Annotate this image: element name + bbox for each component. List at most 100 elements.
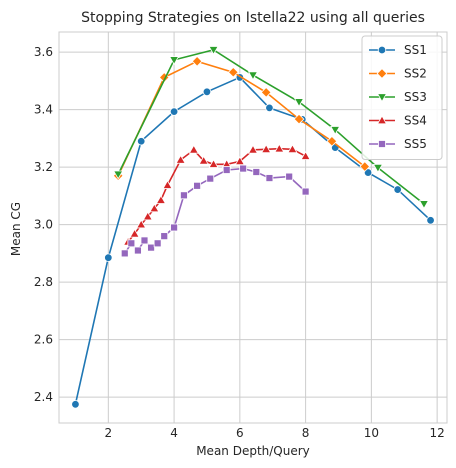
data-point — [426, 216, 435, 225]
data-point — [247, 144, 259, 154]
data-point — [274, 143, 285, 153]
data-point — [137, 137, 146, 146]
data-point — [261, 144, 272, 154]
data-point — [285, 172, 294, 181]
series-ss4 — [122, 143, 311, 246]
data-point — [239, 164, 248, 173]
data-point — [170, 223, 178, 232]
legend-item: SS3 — [369, 90, 427, 104]
y-tick-label: 2.8 — [34, 275, 53, 289]
data-point — [113, 170, 124, 180]
y-tick-label: 2.6 — [34, 333, 53, 347]
legend-item: SS2 — [369, 67, 427, 81]
data-point — [180, 191, 188, 200]
data-point — [330, 126, 341, 135]
data-point — [363, 168, 373, 177]
data-point — [153, 239, 162, 248]
y-tick-label: 3.2 — [34, 160, 53, 174]
series-ss5 — [120, 164, 310, 258]
legend-item: SS5 — [369, 137, 427, 151]
x-tick-label: 4 — [170, 426, 178, 440]
legend-label: SS1 — [404, 43, 427, 57]
data-point — [169, 107, 179, 116]
data-point — [120, 249, 129, 258]
x-tick-label: 12 — [429, 426, 444, 440]
x-tick-label: 8 — [302, 426, 310, 440]
data-point — [147, 243, 155, 252]
data-point — [265, 174, 274, 182]
data-point — [188, 144, 199, 154]
y-axis-title: Mean CG — [9, 202, 23, 256]
x-tick-label: 10 — [364, 426, 379, 440]
y-tick-label: 2.4 — [34, 390, 53, 404]
data-point — [191, 55, 203, 67]
data-point — [136, 219, 147, 229]
legend-marker — [376, 68, 388, 79]
data-point — [162, 180, 173, 189]
x-axis-ticks: 2 4 6 8 10 12 — [105, 426, 445, 440]
plot-frame — [58, 31, 448, 424]
legend-marker — [376, 93, 388, 103]
legend-box — [361, 35, 443, 160]
data-point — [175, 154, 186, 164]
y-axis-ticks: 2.4 2.6 2.8 3.0 3.2 3.4 3.6 — [34, 45, 53, 404]
data-point — [134, 246, 142, 255]
data-point — [260, 87, 272, 98]
data-point — [372, 163, 384, 173]
data-point — [393, 185, 402, 194]
x-tick-label: 2 — [105, 426, 113, 440]
data-point — [247, 71, 259, 81]
data-point — [206, 174, 215, 183]
data-point — [418, 200, 430, 210]
legend-label: SS5 — [404, 137, 427, 151]
series-line — [117, 60, 366, 177]
data-point — [155, 194, 167, 204]
chart-title: Stopping Strategies on Istella22 using a… — [81, 10, 425, 26]
legend: SS1 SS2 SS3 SS4 SS5 — [361, 35, 443, 160]
data-point — [142, 211, 153, 221]
legend-marker — [377, 45, 387, 55]
data-point — [293, 98, 305, 108]
data-point — [193, 181, 202, 190]
series-layer — [71, 46, 435, 409]
data-point — [129, 228, 140, 238]
data-point — [127, 239, 136, 248]
legend-marker — [378, 140, 386, 148]
data-point — [359, 161, 371, 172]
series-ss3 — [113, 46, 430, 210]
y-tick-label: 3.4 — [34, 103, 53, 117]
data-point — [208, 159, 219, 168]
series-line — [117, 48, 425, 205]
legend-label: SS4 — [404, 114, 427, 128]
data-point — [149, 203, 160, 213]
data-point — [71, 400, 80, 409]
legend-item: SS4 — [369, 114, 427, 128]
data-point — [293, 113, 305, 125]
data-point — [140, 236, 149, 245]
y-tick-label: 3.0 — [34, 218, 53, 232]
data-point — [326, 135, 338, 147]
data-point — [160, 232, 169, 241]
data-point — [265, 103, 274, 113]
data-point — [198, 155, 209, 165]
y-tick-label: 3.6 — [34, 45, 53, 59]
data-point — [208, 46, 219, 56]
series-line — [74, 76, 432, 405]
data-point — [227, 66, 239, 78]
legend-label: SS3 — [404, 90, 427, 104]
data-point — [104, 253, 113, 262]
series-ss2 — [112, 55, 371, 182]
legend-marker — [376, 115, 388, 125]
data-point — [300, 150, 311, 160]
legend-label: SS2 — [404, 67, 427, 81]
data-point — [222, 166, 231, 174]
data-point — [301, 187, 310, 196]
data-point — [287, 144, 298, 154]
legend-item: SS1 — [369, 43, 427, 57]
series-ss1 — [71, 73, 435, 409]
x-axis-title: Mean Depth/Query — [196, 444, 310, 458]
data-point — [202, 87, 212, 96]
data-point — [252, 168, 261, 176]
data-point — [168, 56, 180, 66]
